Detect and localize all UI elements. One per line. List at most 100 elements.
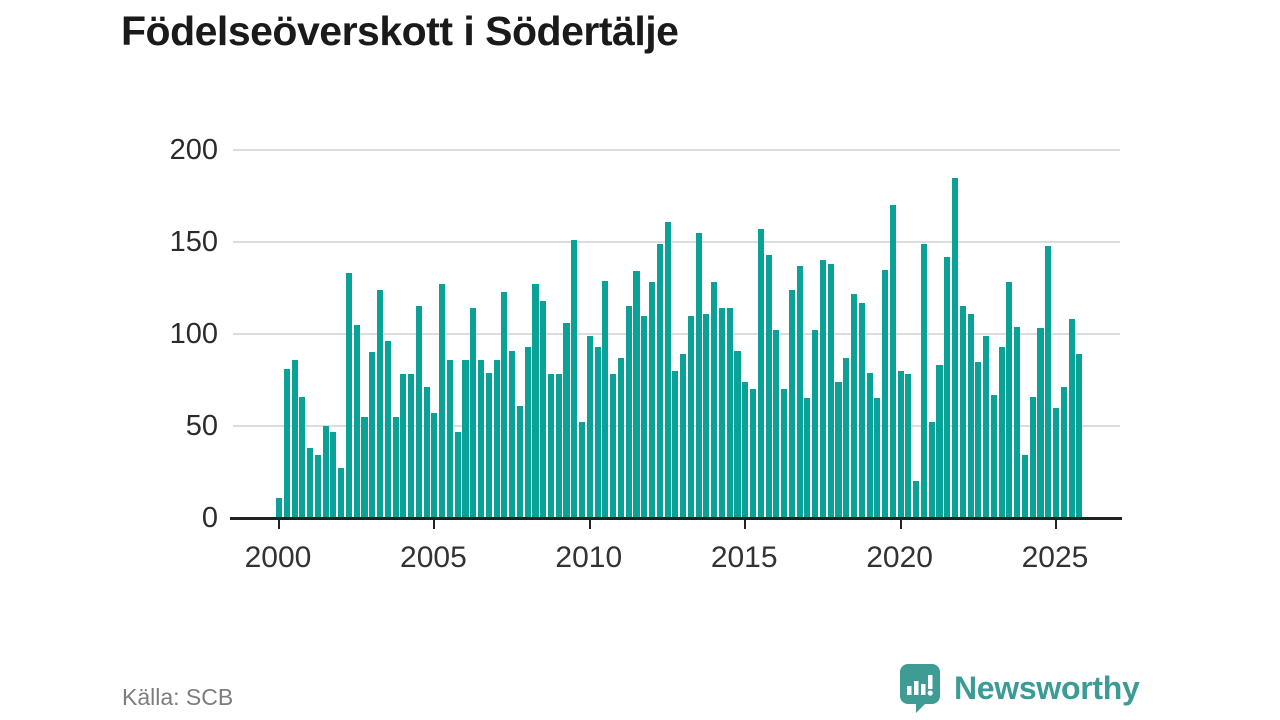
- y-axis-tick-label: 0: [201, 502, 218, 534]
- bar: [462, 359, 469, 518]
- bar: [338, 468, 345, 518]
- bar: [866, 372, 873, 518]
- bar: [602, 280, 609, 518]
- y-axis-tick-label: 50: [185, 410, 218, 442]
- bar: [711, 282, 718, 518]
- bar: [563, 322, 570, 518]
- bar: [936, 365, 943, 518]
- bar: [345, 273, 353, 518]
- bar: [454, 431, 461, 518]
- bar: [377, 289, 384, 518]
- bar: [493, 359, 500, 518]
- bar: [291, 359, 298, 518]
- newsworthy-logo: Newsworthy: [899, 663, 1140, 713]
- bar: [641, 315, 648, 518]
- bar: [827, 264, 834, 518]
- bar: [594, 346, 601, 518]
- bar: [656, 243, 663, 518]
- bar: [812, 330, 819, 518]
- bar: [322, 426, 329, 518]
- bar: [384, 341, 391, 518]
- gridline: [233, 149, 1120, 151]
- bar: [478, 359, 485, 518]
- bar: [990, 394, 997, 518]
- bar: [1014, 326, 1021, 518]
- bar: [571, 240, 578, 518]
- bar: [1029, 396, 1036, 518]
- x-axis-tick-label: 2010: [555, 541, 623, 574]
- bar: [633, 271, 640, 518]
- bar: [664, 221, 671, 518]
- bar: [882, 269, 889, 518]
- bar: [874, 398, 881, 518]
- x-axis-tick: [588, 520, 591, 529]
- bar: [1053, 407, 1060, 518]
- bar: [672, 370, 679, 518]
- bar: [726, 308, 733, 518]
- bar: [687, 315, 694, 518]
- x-axis-line: [230, 517, 1122, 520]
- bar: [850, 293, 858, 518]
- x-axis-tick: [433, 520, 436, 529]
- bar: [353, 324, 360, 518]
- bar: [1021, 455, 1028, 518]
- gridline: [233, 333, 1120, 335]
- bar: [928, 422, 935, 518]
- bar: [648, 282, 656, 518]
- x-axis-tick: [1055, 520, 1057, 529]
- bar: [975, 361, 982, 518]
- y-axis-tick-label: 150: [169, 226, 218, 258]
- bar: [470, 308, 477, 518]
- bar: [959, 306, 966, 518]
- bar: [1068, 319, 1075, 518]
- bar: [314, 455, 321, 518]
- bar: [330, 431, 337, 518]
- bar: [819, 260, 826, 518]
- bar: [773, 330, 780, 518]
- x-axis-tick: [744, 520, 747, 529]
- bar: [897, 370, 904, 518]
- bar: [625, 306, 632, 518]
- x-axis-tick: [899, 520, 902, 529]
- bar: [501, 291, 508, 518]
- y-axis-tick-label: 200: [169, 134, 218, 166]
- bar: [742, 381, 749, 518]
- bar: [555, 374, 562, 518]
- bar: [889, 205, 896, 518]
- bar: [423, 387, 430, 518]
- bar: [1060, 387, 1067, 518]
- bar: [757, 229, 764, 518]
- bar: [446, 359, 454, 518]
- bar: [400, 374, 407, 518]
- newsworthy-speech-bubble-bar-chart-icon: [899, 663, 941, 713]
- bar: [392, 416, 399, 518]
- bar: [299, 396, 306, 518]
- bar: [540, 300, 547, 518]
- bar: [944, 256, 951, 518]
- bar: [765, 254, 772, 518]
- x-axis-tick-label: 2025: [1021, 541, 1089, 574]
- source-note: Källa: SCB: [122, 684, 234, 710]
- bar: [781, 389, 788, 518]
- chart-title: Födelseöverskott i Södertälje: [121, 8, 679, 54]
- bar: [858, 302, 865, 518]
- bar: [788, 289, 795, 518]
- bar: [369, 352, 376, 518]
- bar: [532, 284, 539, 518]
- bar: [524, 346, 531, 518]
- bar: [920, 243, 927, 518]
- bar: [415, 306, 422, 518]
- bar: [951, 177, 959, 518]
- x-axis-tick-label: 2015: [710, 541, 778, 574]
- bar: [1076, 354, 1083, 518]
- bar: [361, 416, 368, 518]
- bar: [408, 374, 415, 518]
- bar: [998, 346, 1005, 518]
- x-axis-tick-label: 2000: [244, 541, 312, 574]
- bar: [1045, 245, 1052, 518]
- x-axis-tick-label: 2005: [400, 541, 467, 574]
- bar: [307, 448, 314, 518]
- bar: [439, 284, 446, 518]
- newsworthy-logo-text: Newsworthy: [954, 670, 1140, 706]
